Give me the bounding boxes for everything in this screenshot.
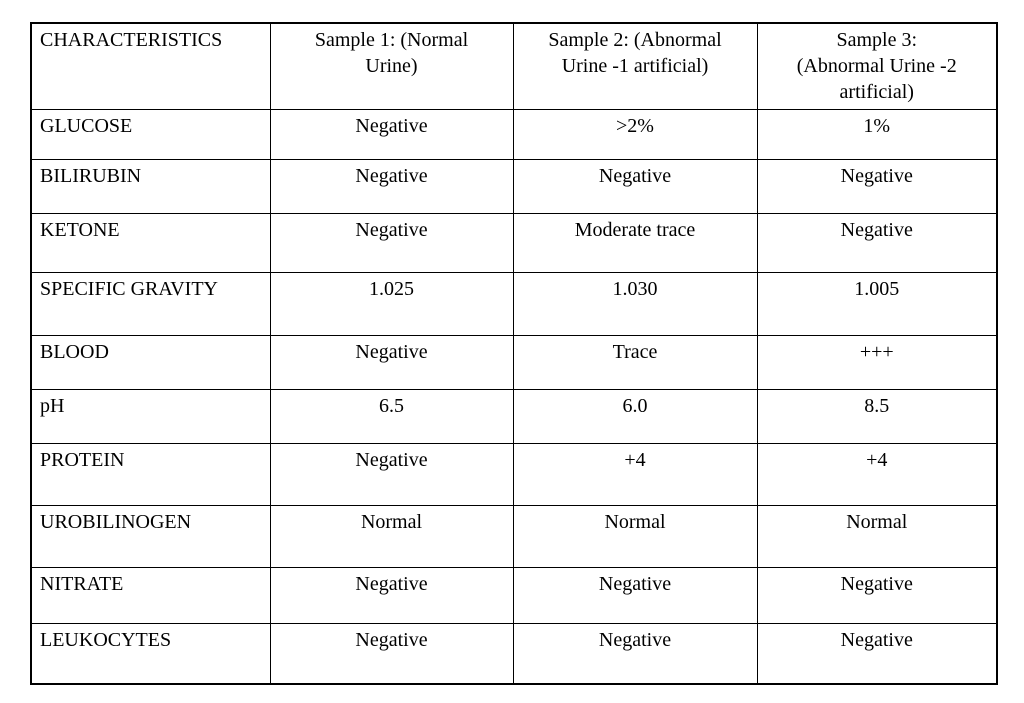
characteristic-label: NITRATE [30, 567, 271, 624]
column-header-sample-1: Sample 1: (Normal Urine) [269, 22, 514, 110]
table-row-blood: BLOOD Negative Trace +++ [30, 335, 998, 390]
sample1-value: 1.025 [269, 272, 514, 336]
table-row-bilirubin: BILIRUBIN Negative Negative Negative [30, 159, 998, 214]
characteristic-label: GLUCOSE [30, 109, 271, 160]
characteristic-label: PROTEIN [30, 443, 271, 506]
table-row-ketone: KETONE Negative Moderate trace Negative [30, 213, 998, 273]
table-row-urobilinogen: UROBILINOGEN Normal Normal Normal [30, 505, 998, 568]
sample2-value: Normal [512, 505, 758, 568]
sample3-value: +4 [756, 443, 998, 506]
sample3-value: Negative [756, 213, 998, 273]
table-header-row: CHARACTERISTICS Sample 1: (Normal Urine)… [30, 22, 998, 110]
sample1-value: Negative [269, 109, 514, 160]
sample3-value: Normal [756, 505, 998, 568]
table-row-protein: PROTEIN Negative +4 +4 [30, 443, 998, 506]
table-row-ph: pH 6.5 6.0 8.5 [30, 389, 998, 444]
column-header-sample-2: Sample 2: (Abnormal Urine -1 artificial) [512, 22, 758, 110]
sample3-value: Negative [756, 567, 998, 624]
sample2-value: Trace [512, 335, 758, 390]
table-row-nitrate: NITRATE Negative Negative Negative [30, 567, 998, 624]
urinalysis-results-table: CHARACTERISTICS Sample 1: (Normal Urine)… [30, 22, 998, 685]
sample1-value: 6.5 [269, 389, 514, 444]
sample2-value: Negative [512, 623, 758, 684]
sample1-value: Negative [269, 159, 514, 214]
sample2-value: >2% [512, 109, 758, 160]
table-row-glucose: GLUCOSE Negative >2% 1% [30, 109, 998, 160]
sample1-value: Negative [269, 443, 514, 506]
sample3-value: 1% [756, 109, 998, 160]
sample3-value: 1.005 [756, 272, 998, 336]
sample2-value: +4 [512, 443, 758, 506]
characteristic-label: UROBILINOGEN [30, 505, 271, 568]
sample1-value: Negative [269, 335, 514, 390]
sample2-value: Negative [512, 159, 758, 214]
sample1-value: Normal [269, 505, 514, 568]
column-header-characteristics: CHARACTERISTICS [30, 22, 271, 110]
characteristic-label: pH [30, 389, 271, 444]
table-row-leukocytes: LEUKOCYTES Negative Negative Negative [30, 623, 998, 684]
sample1-value: Negative [269, 567, 514, 624]
sample3-value: +++ [756, 335, 998, 390]
characteristic-label: KETONE [30, 213, 271, 273]
column-header-sample-3: Sample 3: (Abnormal Urine -2 artificial) [756, 22, 998, 110]
characteristic-label: LEUKOCYTES [30, 623, 271, 684]
sample3-value: Negative [756, 159, 998, 214]
table-row-specific-gravity: SPECIFIC GRAVITY 1.025 1.030 1.005 [30, 272, 998, 336]
sample2-value: 6.0 [512, 389, 758, 444]
sample2-value: 1.030 [512, 272, 758, 336]
sample2-value: Negative [512, 567, 758, 624]
sample1-value: Negative [269, 623, 514, 684]
sample3-value: 8.5 [756, 389, 998, 444]
characteristic-label: BILIRUBIN [30, 159, 271, 214]
sample3-value: Negative [756, 623, 998, 684]
sample2-value: Moderate trace [512, 213, 758, 273]
characteristic-label: BLOOD [30, 335, 271, 390]
characteristic-label: SPECIFIC GRAVITY [30, 272, 271, 336]
sample1-value: Negative [269, 213, 514, 273]
